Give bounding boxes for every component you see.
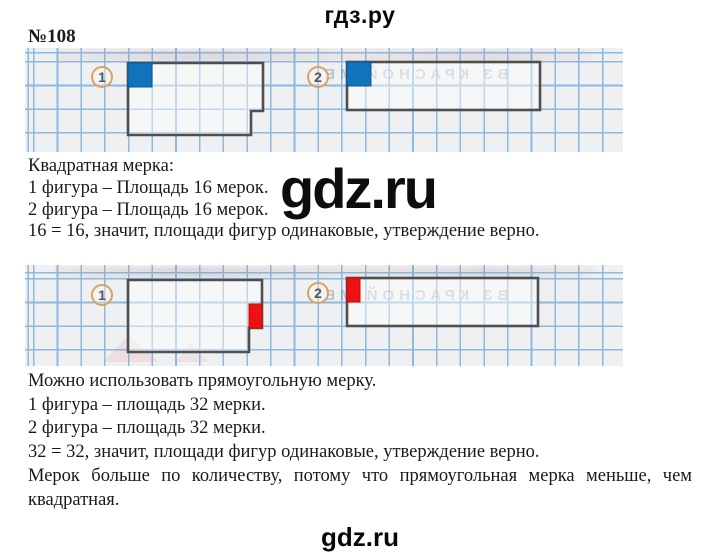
paper-show-through-triangle [103, 335, 159, 362]
paper-show-through-smudge [55, 50, 593, 61]
figures-drawing [126, 276, 540, 354]
site-logo-header[interactable]: гдз.ру [324, 2, 396, 28]
paper-show-through-smudge [55, 267, 593, 278]
solution-line: 2 фигура – Площадь 16 мерок. [28, 199, 269, 220]
square-merka-figure-2 [346, 61, 372, 87]
figure-2-number-badge: 2 [307, 66, 329, 88]
problem-number: №108 [28, 26, 76, 47]
figure-1-number-badge: 1 [91, 284, 113, 306]
solution-square-merka: Квадратная мерка: 1 фигура – Площадь 16 … [28, 156, 540, 243]
site-logo-footer[interactable]: gdz.ru [321, 522, 399, 552]
figure-2-number-badge: 2 [307, 282, 329, 304]
figure-1-number-badge: 1 [91, 66, 113, 88]
solution-line: Можно использовать прямоугольную мерку. [28, 371, 377, 391]
solution-line: 1 фигура – площадь 32 мерки. [28, 394, 266, 415]
rect-merka-figure-2 [346, 277, 361, 303]
solution-line: 2 фигура – площадь 32 мерки. [28, 418, 266, 439]
figure-1-outline [126, 278, 264, 354]
solution-rect-merka: Можно использовать прямоугольную мерку. … [28, 370, 692, 512]
figures-drawing [126, 60, 542, 137]
solution-line: квадратная. [28, 489, 120, 510]
square-merka-figure-1 [127, 62, 153, 88]
rect-merka-figure-1 [248, 303, 263, 329]
solution-line: Мерок больше по количеству, потому что п… [28, 465, 692, 486]
figure-2-outline [345, 60, 542, 112]
grid-figure-image-rect-merka: ВЗ КРАСНОЙ МЕ 1 2 [25, 265, 623, 366]
grid-figure-image-square-merka: ВЗ КРАСНОЙ МЕ 1 2 [25, 48, 623, 152]
solution-line: 32 = 32, значит, площади фигур одинаковы… [28, 442, 540, 463]
figure-1-outline [126, 61, 265, 137]
figure-2-outline [345, 276, 540, 328]
solution-line: Квадратная мерка: [28, 156, 174, 176]
solution-line: 1 фигура – Площадь 16 мерок. [28, 177, 269, 198]
solution-line: 16 = 16, значит, площади фигур одинаковы… [28, 221, 540, 242]
gdz-watermark: gdz.ru [280, 157, 438, 220]
